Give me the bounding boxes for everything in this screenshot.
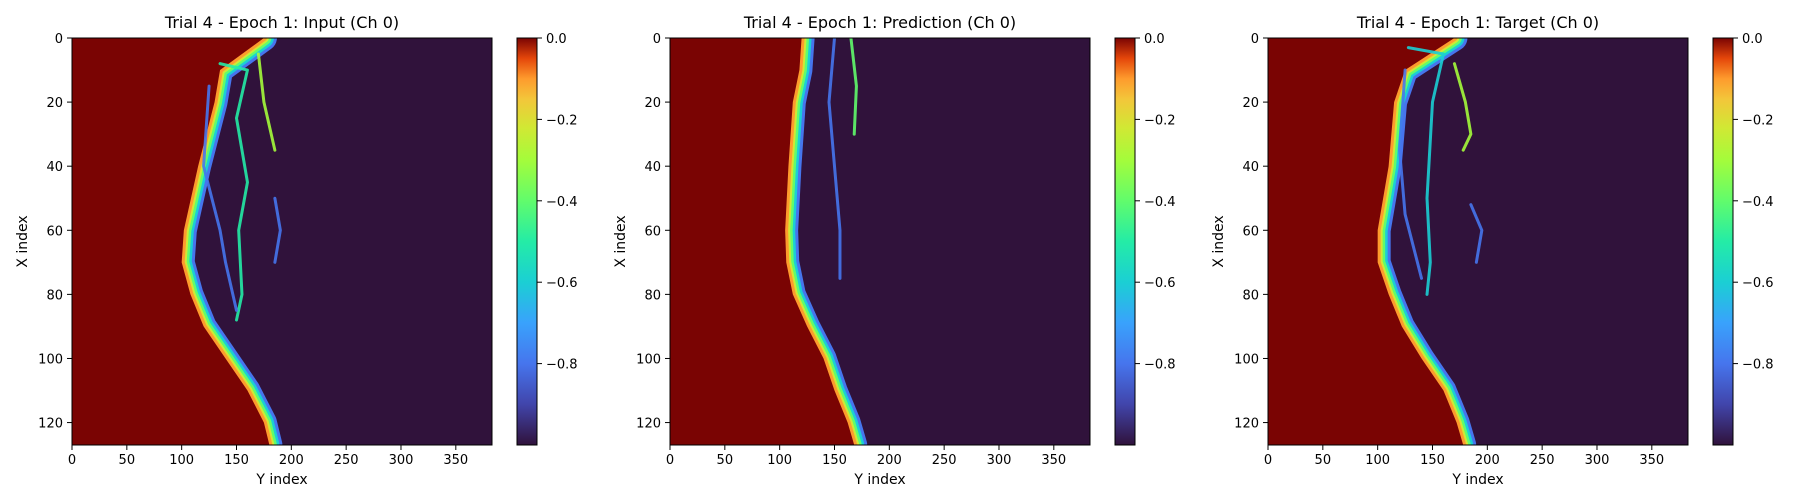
x-tick-label: 0 [1264, 453, 1272, 468]
colorbar-tick-label: −0.2 [546, 113, 578, 128]
y-tick-label: 120 [1234, 417, 1259, 432]
filament [256, 52, 277, 152]
heatmap-image [1268, 38, 1688, 445]
heatmap-panel: 0 50 100 150 200 250 300 350 0 20 40 60 80 100 120 Tria… [613, 13, 1176, 488]
y-tick-label: 20 [1242, 96, 1259, 111]
x-tick-label: 200 [279, 453, 304, 468]
x-tick-label: 250 [1530, 453, 1555, 468]
colorbar-tick-label: −0.8 [1742, 358, 1774, 373]
heatmap-panel: 0 50 100 150 200 250 300 350 0 20 40 60 80 100 120 Tria… [15, 13, 578, 488]
y-tick-label: 120 [38, 417, 63, 432]
x-tick-label: 250 [334, 453, 359, 468]
y-tick-label: 80 [644, 288, 661, 303]
chart-title: Trial 4 - Epoch 1: Target (Ch 0) [1356, 13, 1599, 32]
y-tick-label: 60 [1242, 224, 1259, 239]
colorbar-tick-label: −0.2 [1742, 113, 1774, 128]
front-band [1374, 38, 1467, 445]
colorbar-tick-label: −0.4 [1742, 195, 1774, 210]
x-tick-label: 50 [1315, 453, 1332, 468]
x-tick-label: 0 [68, 453, 76, 468]
plot-frame [669, 37, 1091, 446]
y-tick-label: 40 [1242, 160, 1259, 175]
colorbar-gradient [516, 37, 538, 446]
hot-region [72, 38, 270, 445]
colorbar: 0.0 −0.2 −0.4 −0.6 −0.8 [1712, 32, 1774, 446]
y-tick-label: 0 [653, 32, 661, 47]
colorbar-gradient [1712, 37, 1734, 446]
x-tick-label: 300 [1585, 453, 1610, 468]
filament [1406, 46, 1445, 296]
y-tick-label: 120 [636, 417, 661, 432]
x-axis-label: Y index [1451, 472, 1503, 488]
x-tick-label: 200 [1475, 453, 1500, 468]
y-tick-label: 20 [46, 96, 63, 111]
colorbar-tick-label: −0.6 [546, 276, 578, 291]
colorbar-gradient [1114, 37, 1136, 446]
x-tick-label: 100 [1365, 453, 1390, 468]
y-tick-label: 60 [46, 224, 63, 239]
x-tick-label: 0 [666, 453, 674, 468]
colorbar-tick-label: −0.2 [1144, 113, 1176, 128]
x-tick-label: 150 [224, 453, 249, 468]
colorbar-tick-label: 0.0 [546, 32, 567, 47]
x-tick-label: 200 [877, 453, 902, 468]
filament [1398, 68, 1424, 280]
colorbar-tick-label: −0.4 [1144, 195, 1176, 210]
x-tick-label: 350 [1041, 453, 1066, 468]
y-axis-label: X index [613, 215, 629, 267]
filament [202, 84, 238, 312]
x-axis-label: Y index [853, 472, 905, 488]
x-tick-label: 300 [987, 453, 1012, 468]
x-tick-label: 50 [717, 453, 734, 468]
y-tick-label: 0 [1251, 32, 1259, 47]
filament [218, 62, 249, 322]
y-tick-label: 80 [1242, 288, 1259, 303]
y-tick-label: 100 [38, 352, 63, 367]
colorbar: 0.0 −0.2 −0.4 −0.6 −0.8 [1114, 32, 1176, 446]
y-axis-label: X index [15, 215, 31, 267]
x-tick-label: 100 [169, 453, 194, 468]
plot-frame [1267, 37, 1689, 446]
colorbar-tick-label: −0.6 [1144, 276, 1176, 291]
heatmap-image [670, 38, 1090, 445]
colorbar-tick-label: −0.6 [1742, 276, 1774, 291]
filament [1469, 203, 1484, 264]
filament [849, 38, 858, 136]
y-tick-label: 0 [55, 32, 63, 47]
y-axis-label: X index [1211, 215, 1227, 267]
colorbar-tick-label: −0.4 [546, 195, 578, 210]
y-tick-label: 40 [46, 160, 63, 175]
heatmap-image [72, 38, 492, 445]
hot-region [1268, 38, 1464, 445]
heatmap-panel: 0 50 100 150 200 250 300 350 0 20 40 60 80 100 120 Tria… [1211, 13, 1774, 488]
chart-title: Trial 4 - Epoch 1: Input (Ch 0) [164, 13, 399, 32]
colorbar-tick-label: 0.0 [1742, 32, 1763, 47]
y-tick-label: 100 [636, 352, 661, 367]
colorbar: 0.0 −0.2 −0.4 −0.6 −0.8 [516, 32, 578, 446]
y-tick-label: 60 [644, 224, 661, 239]
filament [827, 38, 842, 280]
x-tick-label: 150 [1420, 453, 1445, 468]
x-tick-label: 300 [389, 453, 414, 468]
colorbar-tick-label: −0.8 [1144, 358, 1176, 373]
colorbar-tick-label: −0.8 [546, 358, 578, 373]
x-axis-label: Y index [255, 472, 307, 488]
chart-title: Trial 4 - Epoch 1: Prediction (Ch 0) [743, 13, 1016, 32]
filament [273, 196, 282, 264]
filament [1452, 62, 1473, 152]
x-tick-label: 350 [443, 453, 468, 468]
x-tick-label: 350 [1639, 453, 1664, 468]
y-tick-label: 80 [46, 288, 63, 303]
x-tick-label: 50 [119, 453, 136, 468]
y-tick-label: 40 [644, 160, 661, 175]
plot-frame [71, 37, 493, 446]
x-tick-label: 150 [822, 453, 847, 468]
x-tick-label: 250 [932, 453, 957, 468]
y-tick-label: 20 [644, 96, 661, 111]
hot-region [670, 38, 855, 445]
y-tick-label: 100 [1234, 352, 1259, 367]
x-tick-label: 100 [767, 453, 792, 468]
colorbar-tick-label: 0.0 [1144, 32, 1165, 47]
